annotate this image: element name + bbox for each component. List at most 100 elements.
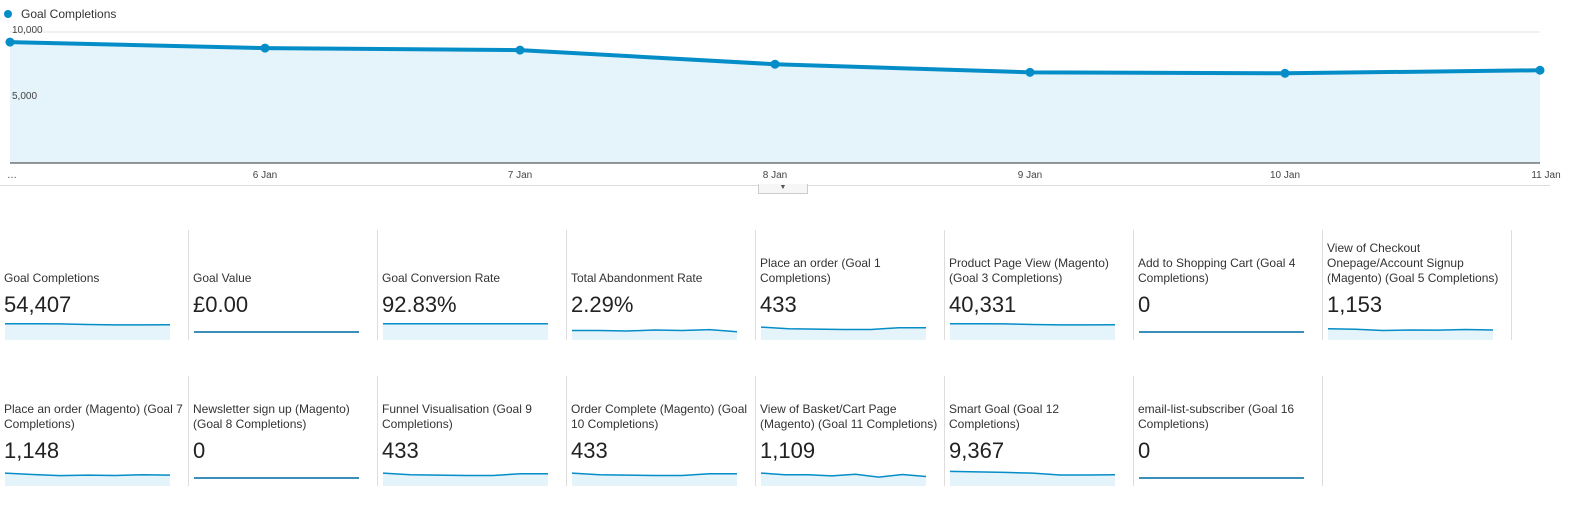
metric-title: Place an order (Magento) (Goal 7 Complet… [4,402,183,431]
data-point[interactable] [770,59,780,69]
y-tick-label: 5,000 [12,90,38,102]
metric-value: 2.29% [571,292,634,317]
sparkline-line [5,322,171,326]
data-point[interactable] [260,43,270,53]
sparkline [950,322,1116,340]
sparkline-fill [950,323,1115,340]
sparkline-line [950,322,1116,326]
metric-card[interactable]: Order Complete (Magento) (Goal 10 Comple… [567,376,756,486]
metric-title: Smart Goal (Goal 12 Completions) [949,402,1060,431]
chevron-down-icon: ▼ [779,184,787,191]
metric-row-1: Goal Completions 54,407 Goal Value £0.00 G… [0,230,1512,340]
metric-title: Funnel Visualisation (Goal 9 Completions… [382,402,532,431]
data-point[interactable] [1535,65,1545,75]
data-point[interactable] [1280,68,1290,78]
metric-card[interactable]: Goal Conversion Rate 92.83% [378,230,567,340]
legend-label: Goal Completions [21,7,117,21]
metric-card[interactable]: Add to Shopping Cart (Goal 4 Completions… [1134,230,1323,340]
metric-title: Add to Shopping Cart (Goal 4 Completions… [1138,256,1296,285]
metric-value: £0.00 [193,292,249,317]
x-tick-label: 9 Jan [1017,170,1043,181]
metric-title: Product Page View (Magento) (Goal 3 Comp… [949,256,1109,285]
chart-collapse-toggle[interactable]: ▼ [758,184,808,194]
x-tick-label: 10 Jan [1269,170,1301,181]
metric-value: 0 [1138,292,1151,317]
y-tick-label: 10,000 [12,25,43,36]
metric-card[interactable]: email-list-subscriber (Goal 16 Completio… [1134,376,1323,486]
metric-card[interactable]: Place an order (Magento) (Goal 7 Complet… [0,376,189,486]
sparkline-fill [572,329,737,340]
metric-card[interactable]: View of Basket/Cart Page (Magento) (Goal… [756,376,945,486]
sparkline [1327,328,1494,340]
metric-title: Order Complete (Magento) (Goal 10 Comple… [571,402,748,431]
x-tick-label: 7 Jan [507,170,533,181]
sparkline [5,322,171,340]
metric-card[interactable]: Funnel Visualisation (Goal 9 Completions… [378,376,567,486]
metric-value: 54,407 [4,292,72,317]
metric-value: 433 [382,438,419,463]
metric-card[interactable]: Place an order (Goal 1 Completions) 433 [756,230,945,340]
metric-title: Place an order (Goal 1 Completions) [760,256,881,285]
sparkline [1139,477,1304,479]
metric-value: 1,153 [1327,292,1383,317]
sparkline-line [760,326,926,331]
metric-title: Total Abandonment Rate [571,271,703,285]
goal-completions-chart [5,31,1545,164]
sparkline-fill [5,473,170,486]
chart-legend[interactable]: Goal Completions [4,7,116,21]
metric-card[interactable]: Goal Completions 54,407 [0,230,189,340]
sparkline-line [949,470,1116,476]
x-tick-label: 11 Jan [1531,170,1561,181]
metric-card[interactable]: Product Page View (Magento) (Goal 3 Comp… [945,230,1134,340]
data-point[interactable] [1025,67,1035,77]
sparkline-line [760,472,927,478]
metric-title: View of Checkout Onepage/Account Signup … [1327,241,1499,285]
sparkline-fill [383,473,548,486]
area-fill [10,42,1540,163]
sparkline-line [1327,328,1494,332]
metric-card[interactable]: Total Abandonment Rate 2.29% [567,230,756,340]
sparkline-fill [761,473,926,486]
metric-title: email-list-subscriber (Goal 16 Completio… [1138,402,1295,431]
sparkline [383,322,548,340]
metric-title: Newsletter sign up (Magento) (Goal 8 Com… [193,402,350,431]
x-tick-label: 6 Jan [252,170,278,181]
metric-title: Goal Conversion Rate [382,271,501,285]
sparkline-line [4,472,171,477]
sparkline-fill [572,473,737,486]
metric-row-2: Place an order (Magento) (Goal 7 Complet… [0,376,1512,486]
metric-card[interactable]: Smart Goal (Goal 12 Completions) 9,367 [945,376,1134,486]
sparkline-line [571,472,737,477]
metric-value: 0 [193,438,206,463]
sparkline [194,477,359,479]
sparkline [760,326,926,340]
metric-value: 1,109 [760,438,816,463]
legend-dot-icon [4,10,12,18]
metric-card[interactable]: Newsletter sign up (Magento) (Goal 8 Com… [189,376,378,486]
x-tick-label: 8 Jan [762,170,788,181]
metric-value: 433 [571,438,608,463]
sparkline [382,472,548,486]
metric-value: 0 [1138,438,1151,463]
sparkline [760,472,927,486]
sparkline [194,331,359,333]
metric-card[interactable]: Goal Value £0.00 [189,230,378,340]
sparkline-fill [1328,328,1493,340]
metric-value: 9,367 [949,438,1005,463]
sparkline [949,470,1116,486]
metric-title: Goal Completions [4,271,100,285]
data-point[interactable] [5,37,15,47]
sparkline [571,472,737,486]
sparkline [1139,331,1304,333]
metric-value: 40,331 [949,292,1017,317]
metric-card[interactable]: View of Checkout Onepage/Account Signup … [1323,230,1512,340]
sparkline [4,472,171,486]
metric-value: 1,148 [4,438,60,463]
x-tick-label: … [7,170,17,181]
metric-value: 433 [760,292,797,317]
sparkline-line [572,328,738,333]
sparkline [572,328,738,340]
data-point[interactable] [515,45,525,55]
sparkline-line [382,472,548,477]
metric-title: View of Basket/Cart Page (Magento) (Goal… [760,402,938,431]
